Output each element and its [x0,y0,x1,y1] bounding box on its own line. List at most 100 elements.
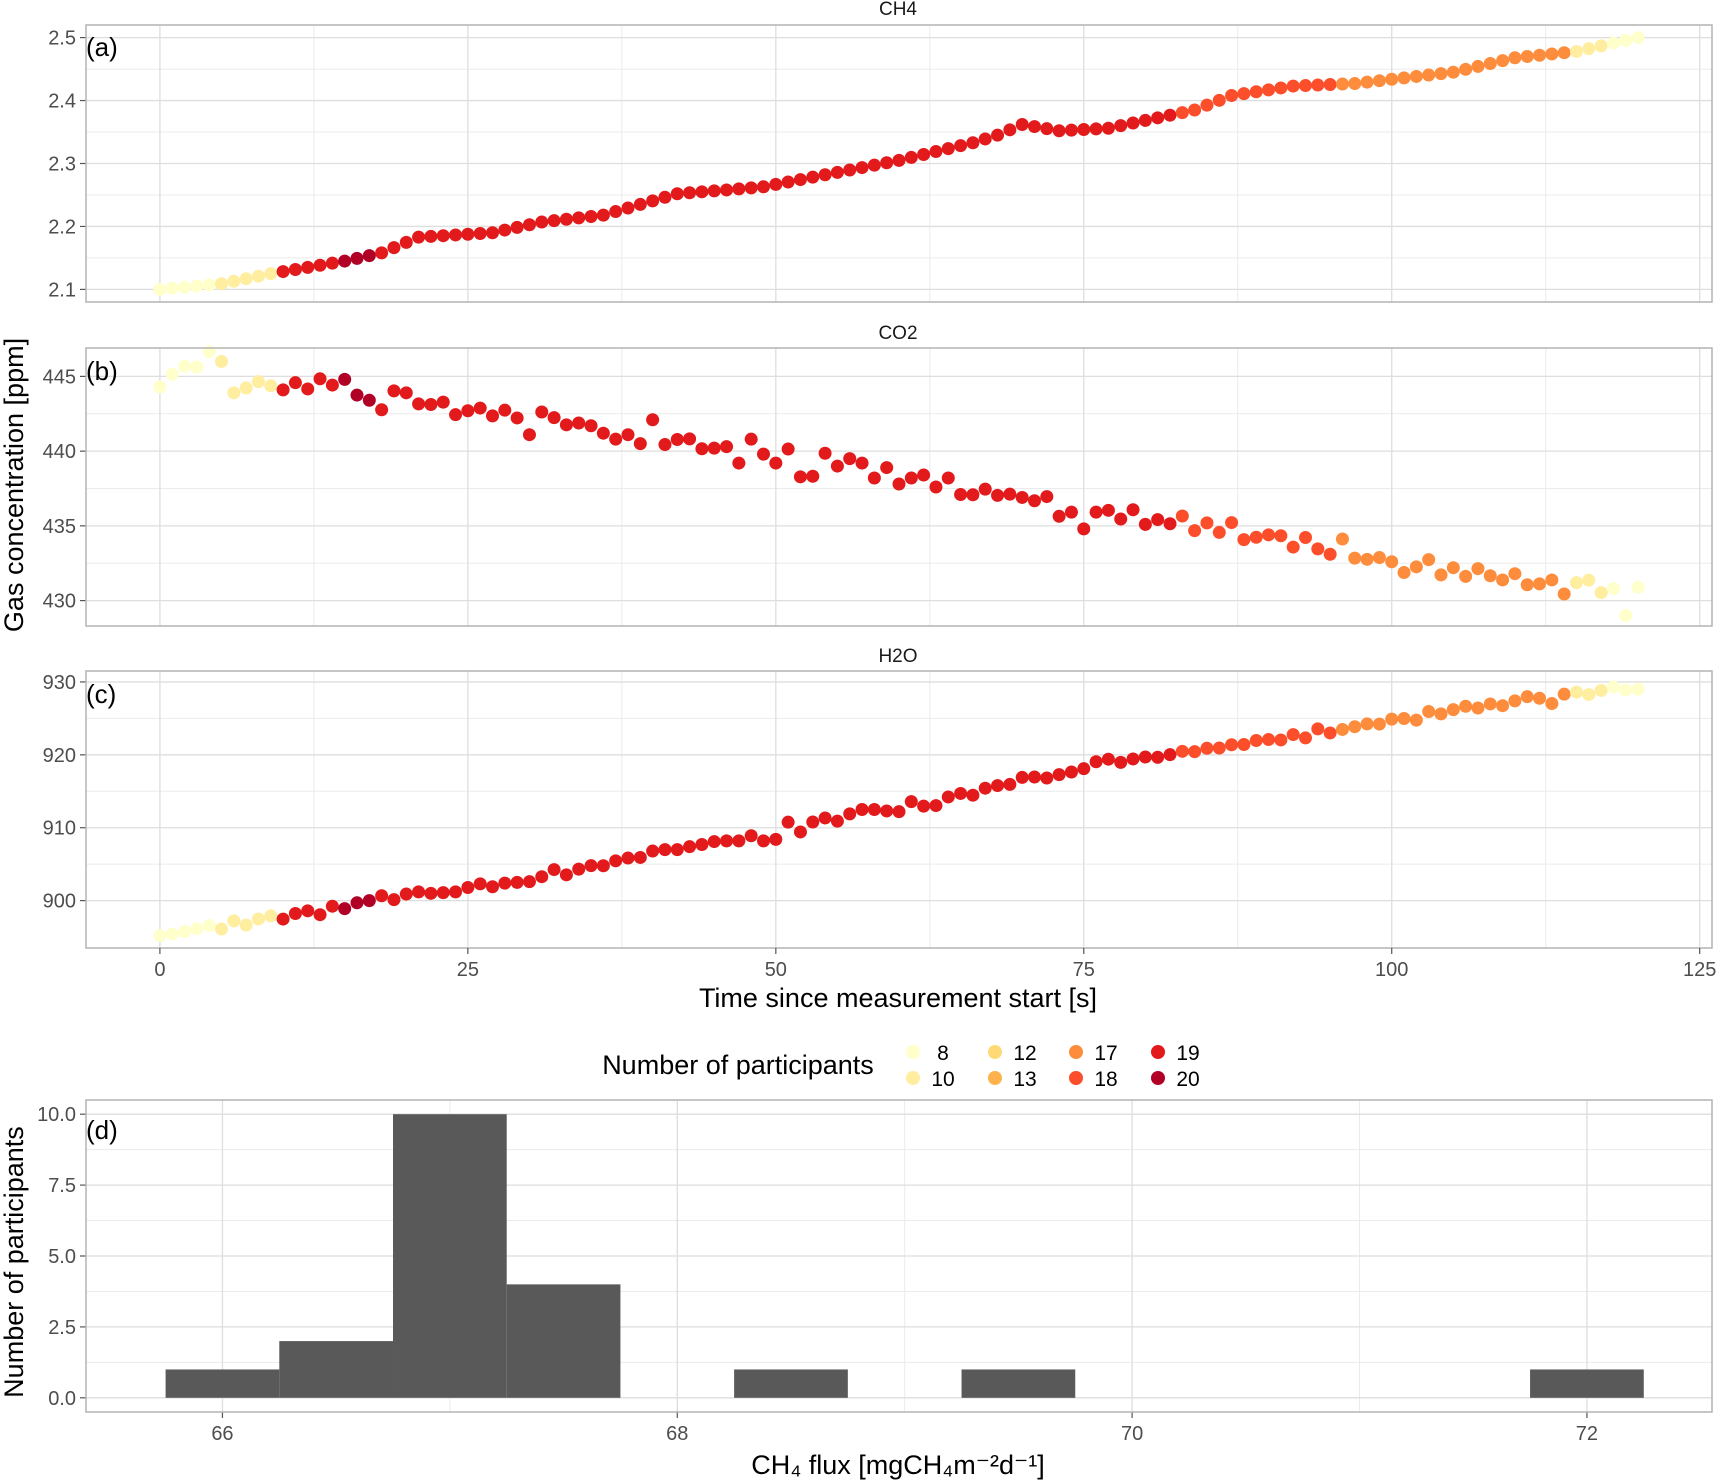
data-point [1262,528,1276,542]
data-point [1138,750,1152,764]
data-point [1409,69,1423,83]
y-tick-label: 900 [43,891,76,913]
data-point [288,376,302,390]
data-point [1015,490,1029,504]
data-point [301,260,315,274]
data-point [633,197,647,211]
data-point [1262,83,1276,97]
data-point [375,246,389,260]
data-point [1520,578,1534,592]
panel-label-d: (d) [86,1115,118,1145]
data-point [818,168,832,182]
data-point [350,251,364,265]
data-point [1200,516,1214,530]
data-point [806,170,820,184]
data-point [880,804,894,818]
y-tick-label: 2.5 [48,1317,76,1339]
data-point [720,440,734,454]
data-point [498,876,512,890]
points-ch4 [153,31,1645,296]
data-point [1126,116,1140,130]
data-point [1483,569,1497,583]
data-point [288,262,302,276]
data-point [1496,54,1510,68]
data-point [757,447,770,461]
data-point [830,814,844,828]
data-point [1212,93,1226,107]
data-point [1299,79,1312,93]
panel-h2o: H2O 900 910 920 930 (c) [43,646,1713,949]
x-tick-label: 66 [211,1423,233,1445]
data-point [1237,87,1251,101]
data-point [892,153,906,167]
data-point [449,885,463,899]
y-tick-label: 920 [43,745,76,767]
data-point [522,218,536,232]
data-point [227,274,241,288]
data-point [153,380,167,394]
data-point [1471,59,1485,73]
data-point [1483,697,1497,711]
panel-title-co2: CO2 [878,323,917,344]
data-point [1594,39,1608,53]
data-point [399,235,413,249]
data-point [978,781,992,795]
data-point [1225,89,1239,103]
data-point [449,228,463,242]
data-point [399,386,413,400]
data-point [781,175,795,189]
data-point [1348,551,1362,565]
data-point [1385,555,1399,569]
data-point [498,223,512,237]
data-point [941,471,955,485]
data-point [1028,770,1041,784]
histogram-bar [506,1284,621,1398]
data-point [991,488,1005,502]
data-point [375,403,389,417]
data-point [1570,44,1583,58]
data-point [1508,567,1522,581]
panel-label-c: (c) [86,679,116,709]
data-point [744,829,758,843]
data-point [1520,49,1534,63]
data-point [559,418,573,432]
data-point [313,372,327,386]
data-point [1286,540,1300,554]
data-point [424,886,438,900]
data-point [1052,768,1066,782]
data-point [1040,122,1054,136]
data-point [830,459,844,473]
data-point [818,811,832,825]
data-point [522,875,536,889]
data-point [732,456,746,470]
data-point [695,837,709,851]
data-point [1274,81,1288,95]
data-point [1126,503,1140,517]
data-point [1434,67,1448,81]
legend-swatch [988,1045,1002,1059]
data-point [867,803,881,816]
x-axis-label-time: Time since measurement start [s] [699,983,1097,1013]
legend-label: 17 [1094,1042,1117,1065]
data-point [732,182,746,196]
data-point [991,128,1005,142]
y-tick-label: 2.3 [48,154,76,176]
data-point [1409,560,1423,574]
data-point [670,843,684,857]
data-point [744,432,758,446]
data-point [843,163,857,177]
data-point [1040,771,1054,785]
y-tick-label: 10.0 [37,1104,76,1126]
data-point [1151,111,1165,125]
data-point [596,208,610,222]
data-point [325,899,339,913]
x-ticks-time: 0 25 50 75 100 125 [154,948,1716,981]
data-point [1212,741,1226,755]
data-point [707,835,721,849]
data-point [412,230,426,244]
data-point [1101,503,1115,517]
legend-swatch [1151,1071,1165,1085]
y-tick-label: 7.5 [48,1175,76,1197]
data-point [744,181,758,195]
